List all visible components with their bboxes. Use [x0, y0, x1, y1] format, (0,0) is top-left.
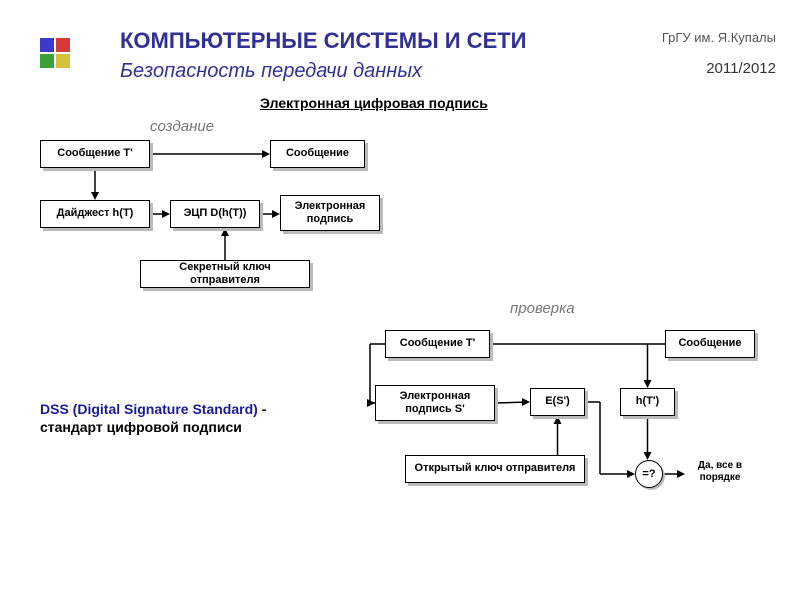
- compare-circle: =?: [635, 460, 663, 488]
- logo-br: [56, 54, 70, 68]
- slide-logo: [40, 38, 72, 70]
- label-check: проверка: [510, 300, 575, 317]
- logo-bl: [40, 54, 54, 68]
- title-main: КОМПЬЮТЕРНЫЕ СИСТЕМЫ И СЕТИ: [120, 28, 527, 54]
- university-label: ГрГУ им. Я.Купалы: [662, 30, 776, 45]
- box-ecp: ЭЦП D(h(T)): [170, 200, 260, 228]
- result-label: Да, все в порядке: [685, 460, 755, 484]
- box-msg: Сообщение: [270, 140, 365, 168]
- box-digest: Дайджест h(T): [40, 200, 150, 228]
- dss-abbr: DSS (Digital Signature Standard): [40, 401, 258, 417]
- diagram-create: Сообщение T' Сообщение Дайджест h(T) ЭЦП D(…: [40, 140, 460, 300]
- diagram-check: Сообщение T' Сообщение Электронная подпись…: [330, 330, 780, 550]
- section-title: Электронная цифровая подпись: [260, 95, 488, 111]
- box-ht: h(T'): [620, 388, 675, 416]
- dss-note: DSS (Digital Signature Standard) - станд…: [40, 400, 300, 436]
- logo-tl: [40, 38, 54, 52]
- title-sub: Безопасность передачи данных: [120, 60, 422, 83]
- box-key: Секретный ключ отправителя: [140, 260, 310, 288]
- box-sig: Электронная подпись: [280, 195, 380, 231]
- year-label: 2011/2012: [706, 60, 776, 77]
- logo-tr: [56, 38, 70, 52]
- label-create: создание: [150, 118, 214, 135]
- box-msgT: Сообщение T': [385, 330, 490, 358]
- box-key: Открытый ключ отправителя: [405, 455, 585, 483]
- box-msgT: Сообщение T': [40, 140, 150, 168]
- box-msg: Сообщение: [665, 330, 755, 358]
- box-esig: Электронная подпись S': [375, 385, 495, 421]
- box-es: E(S'): [530, 388, 585, 416]
